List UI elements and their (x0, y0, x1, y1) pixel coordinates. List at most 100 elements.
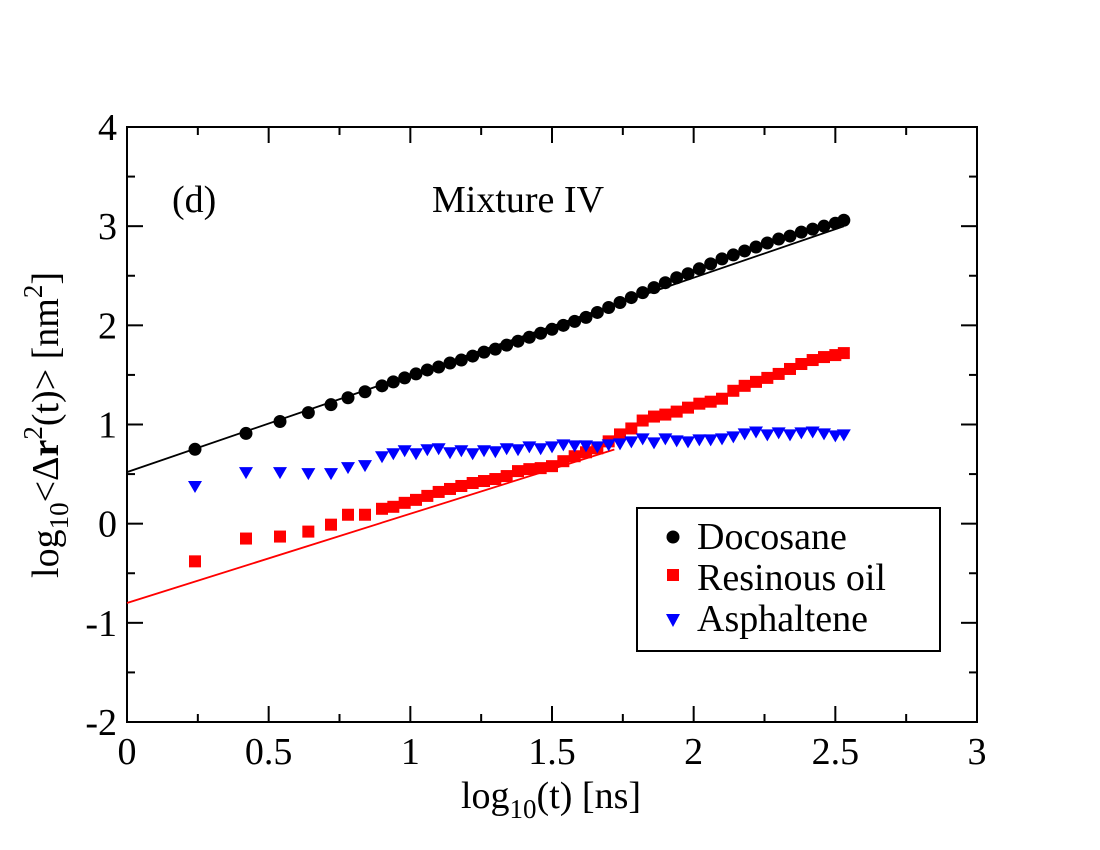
data-point-asphaltene (749, 426, 763, 439)
data-point-docosane (692, 262, 706, 276)
data-point-docosane (477, 345, 491, 359)
data-point-docosane (726, 248, 740, 262)
data-point-resinous-oil (659, 408, 672, 421)
data-point-docosane (647, 281, 661, 295)
data-point-resinous-oil (682, 401, 694, 414)
data-point-resinous-oil (466, 477, 479, 490)
data-point-docosane (783, 229, 797, 243)
data-point-resinous-oil (302, 525, 315, 538)
data-point-asphaltene (771, 427, 786, 440)
data-point-docosane (545, 322, 559, 336)
data-point-docosane (432, 360, 446, 374)
x-tick-label: 1.5 (528, 731, 576, 773)
data-markers (188, 213, 851, 568)
data-point-asphaltene (647, 437, 661, 450)
data-point-resinous-oil (670, 405, 683, 418)
data-point-resinous-oil (795, 358, 808, 371)
data-point-docosane (704, 257, 718, 271)
data-point-asphaltene (465, 448, 480, 461)
data-point-asphaltene (760, 429, 775, 442)
data-point-asphaltene (613, 438, 627, 451)
data-point-docosane (837, 213, 851, 227)
data-point-docosane (681, 267, 695, 281)
data-point-resinous-oil (738, 379, 751, 392)
data-point-asphaltene (794, 427, 809, 440)
data-point-asphaltene (188, 480, 202, 493)
data-point-resinous-oil (421, 489, 434, 502)
data-point-asphaltene (358, 460, 372, 473)
x-tick-label: 2.5 (812, 731, 860, 773)
data-point-resinous-oil (761, 371, 774, 384)
data-point-docosane (188, 442, 202, 456)
data-point-docosane (443, 356, 457, 370)
data-point-asphaltene (477, 445, 491, 458)
data-point-docosane (556, 318, 570, 332)
legend: Docosane Resinous oil Asphaltene (636, 507, 941, 652)
data-point-asphaltene (737, 428, 752, 441)
data-point-resinous-oil (704, 395, 717, 408)
data-point-resinous-oil (557, 455, 570, 468)
data-point-resinous-oil (614, 428, 626, 441)
data-point-asphaltene (669, 435, 684, 448)
data-point-asphaltene (836, 429, 851, 442)
axis-tick-labels: 0 0.5 1 1.5 2 2.5 3 -2 -1 0 1 2 3 4 (85, 107, 986, 773)
data-point-docosane (749, 240, 763, 254)
data-point-resinous-oil (806, 354, 819, 367)
data-point-asphaltene (397, 445, 412, 458)
x-axis-title-post: (t) [ns] (537, 775, 641, 817)
data-point-docosane (636, 286, 650, 300)
data-point-resinous-oil (240, 532, 252, 545)
x-axis-title-pre: log (461, 775, 510, 817)
y-axis-title-post: ] (25, 272, 67, 285)
data-point-resinous-oil (818, 351, 830, 364)
data-point-asphaltene (375, 451, 389, 464)
data-point-docosane (301, 406, 315, 420)
data-point-docosane (534, 326, 548, 340)
x-axis-title-sub: 10 (510, 794, 537, 824)
data-point-asphaltene (420, 444, 435, 457)
legend-box (636, 507, 941, 652)
data-point-resinous-oil (359, 508, 371, 521)
x-tick-label: 0.5 (245, 731, 293, 773)
data-point-asphaltene (499, 443, 514, 456)
data-point-docosane (341, 391, 355, 405)
data-point-docosane (522, 330, 536, 344)
data-point-docosane (806, 222, 820, 236)
data-point-docosane (602, 300, 616, 314)
data-point-resinous-oil (342, 508, 354, 521)
data-point-docosane (239, 426, 253, 440)
data-point-docosane (386, 375, 400, 389)
x-tick-label: 0 (118, 731, 137, 773)
legend-marker-resinous-oil (667, 569, 679, 581)
data-point-asphaltene (703, 434, 718, 447)
data-point-resinous-oil (568, 450, 581, 463)
data-point-docosane (398, 371, 412, 385)
data-point-resinous-oil (274, 530, 286, 543)
data-point-asphaltene (817, 428, 831, 441)
data-point-docosane (794, 225, 808, 239)
data-point-asphaltene (692, 434, 707, 447)
data-point-resinous-oil (772, 367, 785, 380)
data-point-docosane (760, 236, 774, 250)
data-point-resinous-oil (784, 362, 796, 375)
data-point-resinous-oil (189, 555, 201, 568)
chart-title: Mixture IV (432, 179, 605, 221)
data-point-asphaltene (556, 439, 571, 452)
data-point-asphaltene (239, 467, 253, 480)
data-point-resinous-oil (716, 392, 728, 405)
data-point-docosane (466, 349, 480, 363)
y-axis-title-sup1: 2 (18, 426, 48, 440)
data-point-resinous-oil (387, 500, 400, 513)
panel-label: (d) (172, 179, 216, 221)
data-point-asphaltene (715, 433, 729, 446)
data-point-docosane (579, 310, 593, 324)
legend-marker-asphaltene (666, 614, 680, 627)
data-point-docosane (375, 379, 389, 393)
data-point-resinous-oil (648, 410, 660, 423)
data-point-resinous-oil (455, 479, 468, 492)
y-tick-label: 2 (98, 305, 117, 347)
data-point-resinous-oil (837, 347, 850, 360)
data-point-docosane (454, 353, 468, 367)
data-point-asphaltene (579, 440, 593, 453)
